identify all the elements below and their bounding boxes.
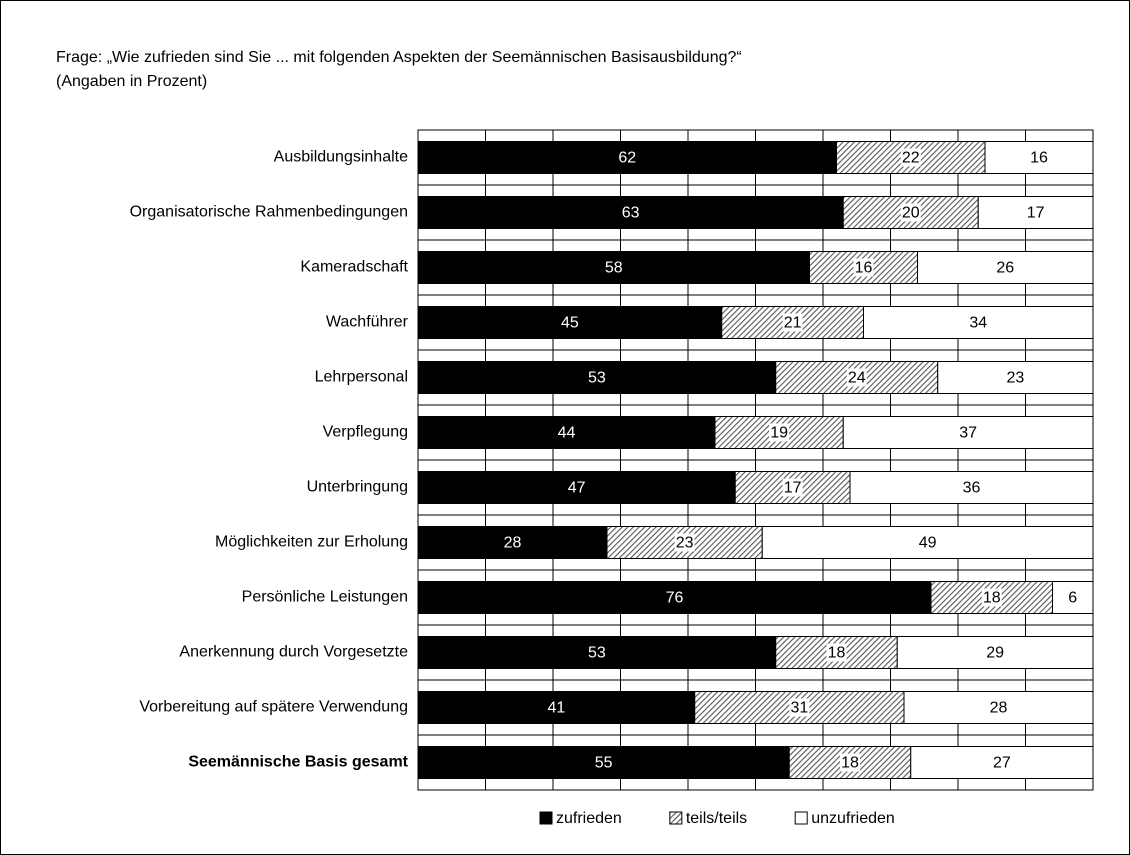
data-label: 28	[504, 535, 522, 552]
bar-segment	[761, 526, 1094, 559]
data-label: 63	[622, 205, 640, 222]
legend-label: unzufrieden	[811, 810, 895, 827]
legend-label: zufrieden	[556, 810, 622, 827]
bar-segment	[809, 251, 918, 284]
data-label: 23	[676, 535, 694, 552]
data-label: 27	[993, 755, 1011, 772]
data-label: 24	[848, 370, 866, 387]
data-label: 55	[595, 755, 613, 772]
data-label: 22	[902, 150, 920, 167]
data-label: 18	[828, 645, 846, 662]
y-tick-label: Vorbereitung auf spätere Verwendung	[139, 699, 408, 716]
bar-segment	[788, 746, 912, 779]
label-bg	[782, 313, 803, 332]
bar-segment	[842, 416, 1094, 449]
bar-segment	[417, 196, 844, 229]
bar-segment	[417, 306, 723, 339]
chart-title: Frage: „Wie zufrieden sind Sie ... mit f…	[56, 49, 742, 66]
bar-segment	[910, 746, 1094, 779]
data-label: 36	[963, 480, 981, 497]
label-bg	[826, 643, 847, 662]
data-label: 37	[959, 425, 977, 442]
data-label: 19	[770, 425, 788, 442]
y-tick-label: Lehrpersonal	[315, 369, 408, 386]
data-label: 6	[1068, 590, 1077, 607]
data-label: 45	[561, 315, 579, 332]
label-bg	[846, 368, 867, 387]
data-label: 58	[605, 260, 623, 277]
data-label: 16	[1030, 150, 1048, 167]
data-label: 47	[568, 480, 586, 497]
bar-segment	[417, 636, 777, 669]
data-label: 16	[855, 260, 873, 277]
bar-segment	[896, 636, 1094, 669]
y-tick-label: Ausbildungsinhalte	[274, 149, 408, 166]
bar-segment	[417, 746, 790, 779]
y-tick-label: Möglichkeiten zur Erholung	[215, 534, 408, 551]
data-label: 23	[1006, 370, 1024, 387]
data-label: 18	[841, 755, 859, 772]
y-tick-label: Verpflegung	[323, 424, 408, 441]
bar-segment	[417, 691, 696, 724]
bar-segment	[984, 141, 1094, 174]
data-label: 17	[784, 480, 802, 497]
legend-swatch	[669, 811, 683, 825]
data-label: 31	[790, 700, 808, 717]
data-label: 76	[666, 590, 684, 607]
bar-segment	[417, 581, 932, 614]
bar-segment	[417, 416, 716, 449]
data-label: 20	[902, 205, 920, 222]
label-bg	[853, 258, 874, 277]
label-bg	[900, 148, 921, 167]
bar-segment	[863, 306, 1094, 339]
bar-segment	[417, 141, 837, 174]
label-bg	[981, 588, 1002, 607]
label-bg	[782, 478, 803, 497]
y-tick-label: Wachführer	[326, 314, 409, 331]
data-label: 18	[983, 590, 1001, 607]
data-label: 62	[618, 150, 636, 167]
bar-segment	[917, 251, 1094, 284]
y-tick-label: Organisatorische Rahmenbedingungen	[130, 204, 408, 221]
bar-segment	[417, 471, 736, 504]
bar-segment	[937, 361, 1094, 394]
y-tick-label: Kameradschaft	[300, 259, 408, 276]
data-label: 44	[558, 425, 576, 442]
data-label: 34	[969, 315, 987, 332]
legend-label: teils/teils	[686, 810, 747, 827]
label-bg	[789, 698, 810, 717]
label-bg	[674, 533, 695, 552]
data-label: 53	[588, 370, 606, 387]
y-tick-label: Persönliche Leistungen	[242, 589, 408, 606]
bar-segment	[977, 196, 1094, 229]
y-tick-label: Seemännische Basis gesamt	[188, 754, 408, 771]
data-label: 17	[1027, 205, 1045, 222]
data-label: 21	[784, 315, 802, 332]
data-label: 41	[547, 700, 565, 717]
label-bg	[900, 203, 921, 222]
legend-swatch	[539, 811, 553, 825]
bar-segment	[849, 471, 1094, 504]
label-bg	[769, 423, 790, 442]
data-label: 49	[919, 535, 937, 552]
bar-segment	[903, 691, 1094, 724]
chart-subtitle: (Angaben in Prozent)	[56, 73, 207, 90]
label-bg	[840, 753, 860, 772]
data-label: 53	[588, 645, 606, 662]
data-label: 29	[986, 645, 1004, 662]
legend-swatch	[794, 811, 808, 825]
data-label: 26	[996, 260, 1014, 277]
data-label: 28	[990, 700, 1008, 717]
bar-segment	[417, 526, 608, 559]
bar-segment	[1052, 581, 1094, 614]
y-tick-label: Unterbringung	[307, 479, 408, 496]
bar-segment	[417, 251, 810, 284]
bar-segment	[417, 361, 777, 394]
y-tick-label: Anerkennung durch Vorgesetzte	[179, 644, 408, 661]
